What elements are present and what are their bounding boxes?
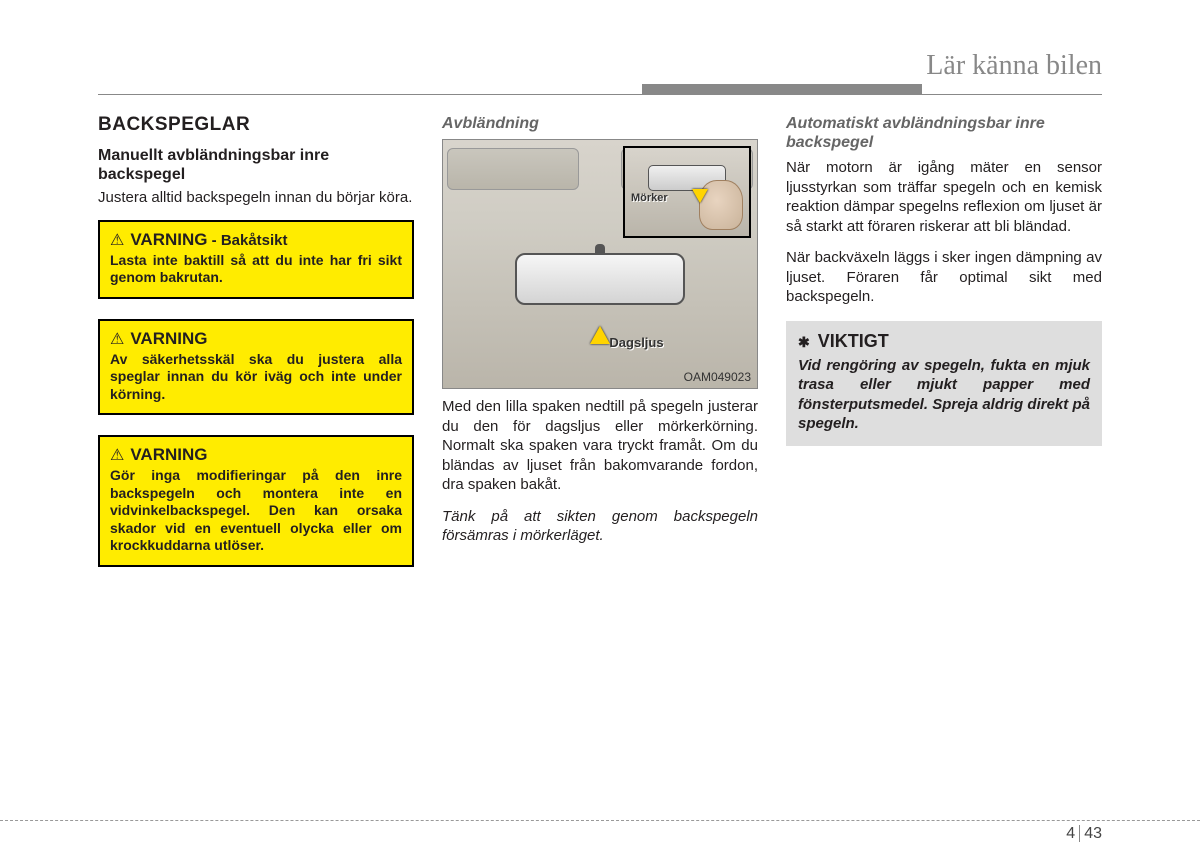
arrow-up-icon: [590, 326, 610, 344]
content-columns: BACKSPEGLAR Manuellt avbländningsbar inr…: [98, 114, 1102, 587]
header-rule: [98, 94, 1102, 95]
warning-header: ⚠ VARNING - Bakåtsikt: [110, 230, 402, 250]
intro-paragraph: Justera alltid backspegeln innan du börj…: [98, 188, 414, 208]
arrow-down-icon: [692, 189, 708, 203]
figure-inset: Mörker: [623, 146, 751, 238]
notice-title: VIKTIGT: [818, 331, 889, 352]
page-number: 4 43: [1066, 825, 1102, 843]
warning-box-2: ⚠ VARNING Av säkerhetsskäl ska du juster…: [98, 319, 414, 416]
crop-line: [0, 820, 1200, 821]
auto-mirror-para-2: När backväxeln läggs i sker ingen dämpni…: [786, 248, 1102, 307]
warning-triangle-icon: ⚠: [110, 332, 124, 348]
figure-code: OAM049023: [684, 370, 751, 384]
warning-title: VARNING: [130, 230, 207, 249]
important-box: ✱ VIKTIGT Vid rengöring av spegeln, fukt…: [786, 321, 1102, 446]
page-num: 43: [1084, 825, 1102, 842]
header-accent-bar: [642, 84, 922, 94]
chapter-number: 4: [1066, 825, 1075, 842]
warning-title: VARNING: [130, 329, 207, 349]
rearview-mirror: [515, 253, 685, 305]
notice-icon: ✱: [798, 334, 810, 351]
dark-label: Mörker: [631, 192, 668, 204]
chapter-title: Lär känna bilen: [926, 50, 1102, 82]
subsection-heading: Manuellt avbländningsbar inre backspegel: [98, 146, 414, 184]
warning-header: ⚠ VARNING: [110, 445, 402, 465]
daylight-label: Dagsljus: [609, 335, 663, 350]
sunvisor-left: [447, 148, 579, 190]
warning-triangle-icon: ⚠: [110, 448, 124, 464]
warning-title: VARNING: [130, 445, 207, 465]
manual-page: Lär känna bilen BACKSPEGLAR Manuellt avb…: [0, 0, 1200, 861]
warning-subtitle: - Bakåtsikt: [207, 232, 287, 249]
warning-triangle-icon: ⚠: [110, 233, 124, 249]
mirror-paragraph-2: Tänk på att sikten genom backspegeln för…: [442, 507, 758, 546]
auto-mirror-para-1: När motorn är igång mäter en sensor ljus…: [786, 158, 1102, 236]
warning-body: Lasta inte baktill så att du inte har fr…: [110, 252, 402, 287]
warning-body: Gör inga modifieringar på den inre backs…: [110, 467, 402, 555]
warning-box-3: ⚠ VARNING Gör inga modifieringar på den …: [98, 435, 414, 567]
mirror-figure: Dagsljus Mörker OAM049023: [442, 139, 758, 389]
mirror-paragraph-1: Med den lilla spaken nedtill på spegeln …: [442, 397, 758, 495]
notice-body: Vid rengöring av spegeln, fukta en mjuk …: [798, 356, 1090, 434]
notice-header: ✱ VIKTIGT: [798, 331, 1090, 352]
warning-body: Av säkerhetsskäl ska du justera alla spe…: [110, 351, 402, 404]
warning-box-1: ⚠ VARNING - Bakåtsikt Lasta inte baktill…: [98, 220, 414, 299]
figure-heading: Avbländning: [442, 114, 758, 133]
column-left: BACKSPEGLAR Manuellt avbländningsbar inr…: [98, 114, 414, 587]
column-middle: Avbländning Dagsljus Mörker OAM049023 Me…: [442, 114, 758, 587]
warning-header: ⚠ VARNING: [110, 329, 402, 349]
section-heading: BACKSPEGLAR: [98, 114, 414, 136]
page-header: Lär känna bilen: [98, 50, 1102, 92]
auto-mirror-heading: Automatiskt avbländningsbar inre backspe…: [786, 114, 1102, 152]
column-right: Automatiskt avbländningsbar inre backspe…: [786, 114, 1102, 587]
